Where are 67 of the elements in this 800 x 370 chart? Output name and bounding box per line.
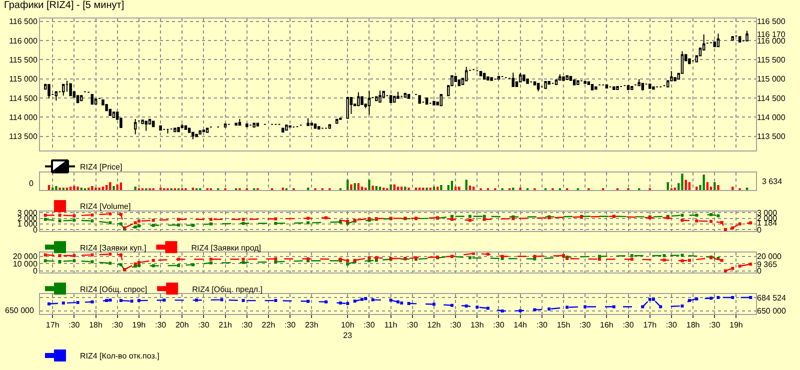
y2-tick-label: 684 524 bbox=[757, 293, 786, 302]
x-tick-label: :30 bbox=[154, 320, 167, 330]
legend-label: RIZ4 [Заявки куп.] bbox=[80, 243, 146, 252]
x-tick-label: :30 bbox=[666, 320, 678, 330]
x-tick-label: :30 bbox=[536, 320, 548, 330]
y2-tick-label: 116 500 bbox=[757, 17, 786, 26]
y2-tick-label: 116 000 bbox=[757, 36, 786, 46]
y-tick-label: 115 500 bbox=[9, 55, 38, 64]
y-tick-label: 113 500 bbox=[9, 132, 38, 142]
x-tick-label: :30 bbox=[493, 320, 505, 330]
y2-tick-label: 650 000 bbox=[757, 306, 786, 316]
x-tick-label: :30 bbox=[622, 320, 634, 330]
x-tick-label: 20h bbox=[175, 320, 189, 330]
legend-label: RIZ4 [Заявки прод] bbox=[191, 243, 261, 252]
chart-title: Графики [RIZ4] - [5 минут] bbox=[4, 0, 124, 11]
x-tick-label: 18h bbox=[686, 320, 700, 330]
x-tick-label: :30 bbox=[284, 320, 296, 330]
x-tick-label: :30 bbox=[364, 320, 376, 330]
y2-tick-label: 115 000 bbox=[757, 74, 786, 84]
x-tick-label: 18h bbox=[89, 320, 102, 330]
y-tick-label: 10 000 bbox=[12, 259, 38, 268]
y-tick-label: 20 000 bbox=[12, 252, 38, 262]
legend-label: RIZ4 [Volume] bbox=[80, 202, 131, 212]
y2-tick-label: 9 365 bbox=[757, 260, 778, 269]
x-tick-label: 17h bbox=[46, 320, 60, 330]
text: 650 000 bbox=[5, 306, 34, 315]
x-tick-label: 14h bbox=[514, 320, 528, 330]
y2-tick-label: 115 500 bbox=[757, 55, 786, 64]
y-tick-label: 114 500 bbox=[9, 94, 38, 103]
legend-label: RIZ4 [Price] bbox=[80, 162, 122, 172]
y-tick-label: 114 000 bbox=[9, 112, 38, 122]
x-tick-label: 23h bbox=[304, 320, 318, 330]
x-tick-label: 16h bbox=[600, 320, 614, 330]
y-tick-label: 0 bbox=[32, 225, 38, 234]
x-tick-label: :30 bbox=[406, 320, 418, 330]
x-tick-label: 10h 23 bbox=[340, 320, 354, 340]
y-tick-label: 0 bbox=[32, 266, 38, 276]
y2-tick-label: 116 170 bbox=[757, 30, 786, 39]
y2-tick-label: 113 500 bbox=[757, 132, 786, 142]
x-tick-label: :30 bbox=[198, 320, 210, 330]
y2-tick-label: 114 500 bbox=[757, 94, 786, 103]
y-tick-label: 115 000 bbox=[9, 74, 38, 84]
x-tick-label: 15h bbox=[556, 320, 570, 330]
y-tick-label: 116 500 bbox=[9, 17, 38, 26]
y2-tick-label: 20 000 bbox=[757, 252, 782, 262]
x-tick-label: 12h bbox=[427, 320, 441, 330]
x-tick-label: :30 bbox=[68, 320, 80, 330]
x-tick-label: 17h bbox=[643, 320, 657, 330]
x-tick-label: :30 bbox=[709, 320, 721, 330]
y2-tick-label: 114 000 bbox=[757, 112, 786, 122]
x-tick-label: 21h bbox=[218, 320, 232, 330]
x-tick-label: 13h bbox=[470, 320, 484, 330]
text: 3 634 bbox=[762, 177, 783, 186]
x-tick-label: :30 bbox=[112, 320, 124, 330]
x-tick-label: :30 bbox=[241, 320, 253, 330]
text: RIZ4 [Общ. спрос] bbox=[80, 284, 148, 294]
x-tick-label: 11h bbox=[384, 320, 398, 330]
y2-tick-label: 0 bbox=[757, 225, 762, 234]
x-tick-label: 19h bbox=[132, 320, 146, 330]
x-tick-label: :30 bbox=[580, 320, 592, 330]
x-tick-label: 22h bbox=[262, 320, 276, 330]
y-tick-label: 116 000 bbox=[9, 36, 38, 46]
y2-tick-label: 0 bbox=[757, 266, 762, 276]
legend-label: RIZ4 [Кол-во отк.поз.] bbox=[80, 352, 160, 361]
x-tick-label: 19h bbox=[730, 320, 743, 330]
legend-label: RIZ4 [Общ. предл.] bbox=[192, 284, 263, 294]
x-tick-label: :30 bbox=[450, 320, 462, 330]
